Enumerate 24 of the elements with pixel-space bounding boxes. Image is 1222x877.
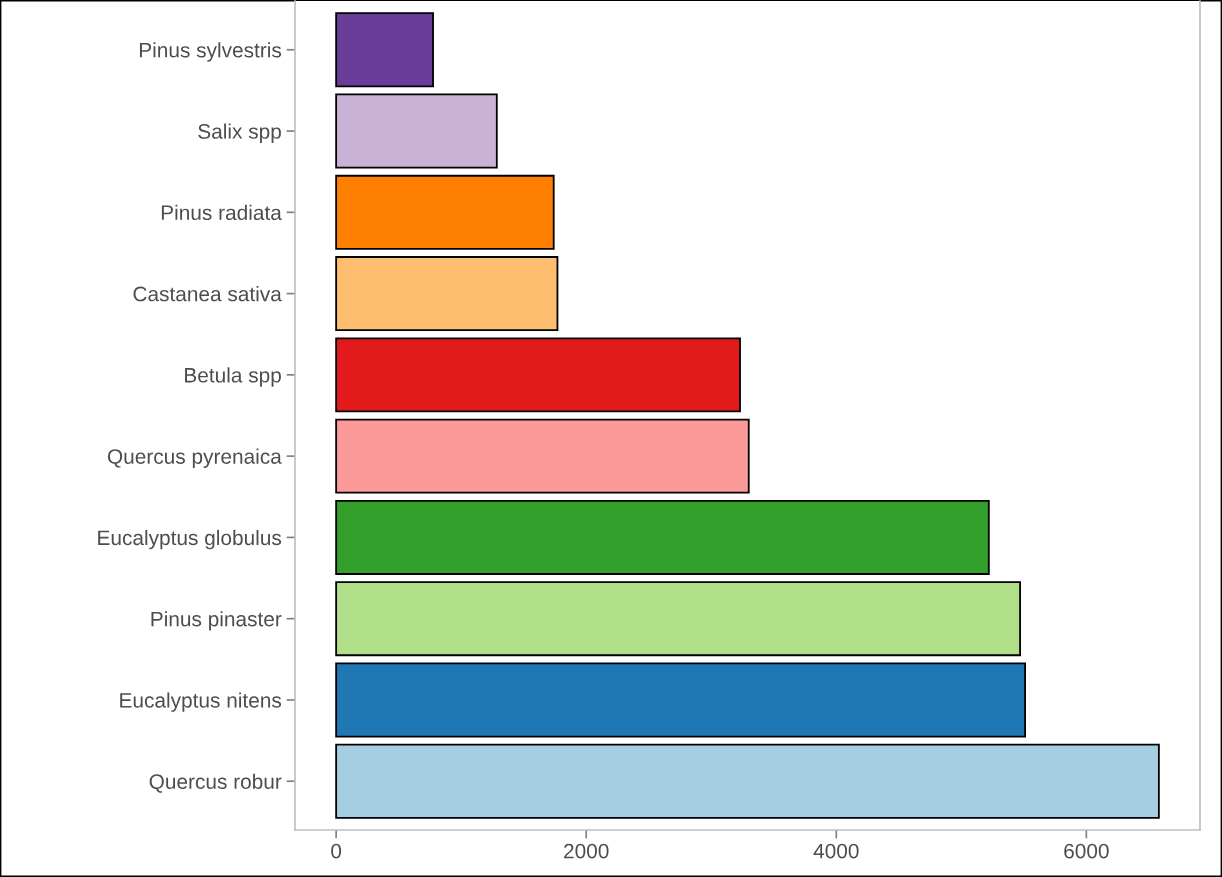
y-tick-label: Pinus pinaster xyxy=(151,611,282,631)
y-tick-label: Quercus robur xyxy=(149,773,282,793)
x-tick-label: 0 xyxy=(331,843,342,859)
bar xyxy=(335,93,498,169)
bar xyxy=(335,662,1026,738)
y-tick-label: Betula spp xyxy=(185,367,281,387)
y-tick-label: Quercus pyrenaica xyxy=(107,448,282,469)
x-tick-label: 4000 xyxy=(813,843,859,859)
bar xyxy=(335,581,1021,657)
bar xyxy=(335,418,750,494)
bar xyxy=(335,174,555,250)
bar xyxy=(335,743,1160,819)
bar xyxy=(335,499,990,575)
bar xyxy=(335,12,434,88)
bar xyxy=(335,337,741,413)
y-tick-label: Salix spp xyxy=(198,123,281,143)
y-tick-label: Pinus sylvestris xyxy=(139,42,282,62)
y-tick-label: Eucalyptus globulus xyxy=(98,529,282,550)
bar xyxy=(335,256,559,332)
y-tick-label: Castanea sativa xyxy=(133,286,282,302)
x-tick-label: 2000 xyxy=(564,843,609,859)
y-tick-label: Eucalyptus nitens xyxy=(120,692,282,712)
y-tick-label: Pinus radiata xyxy=(161,204,282,221)
x-tick-label: 6000 xyxy=(1064,843,1109,859)
